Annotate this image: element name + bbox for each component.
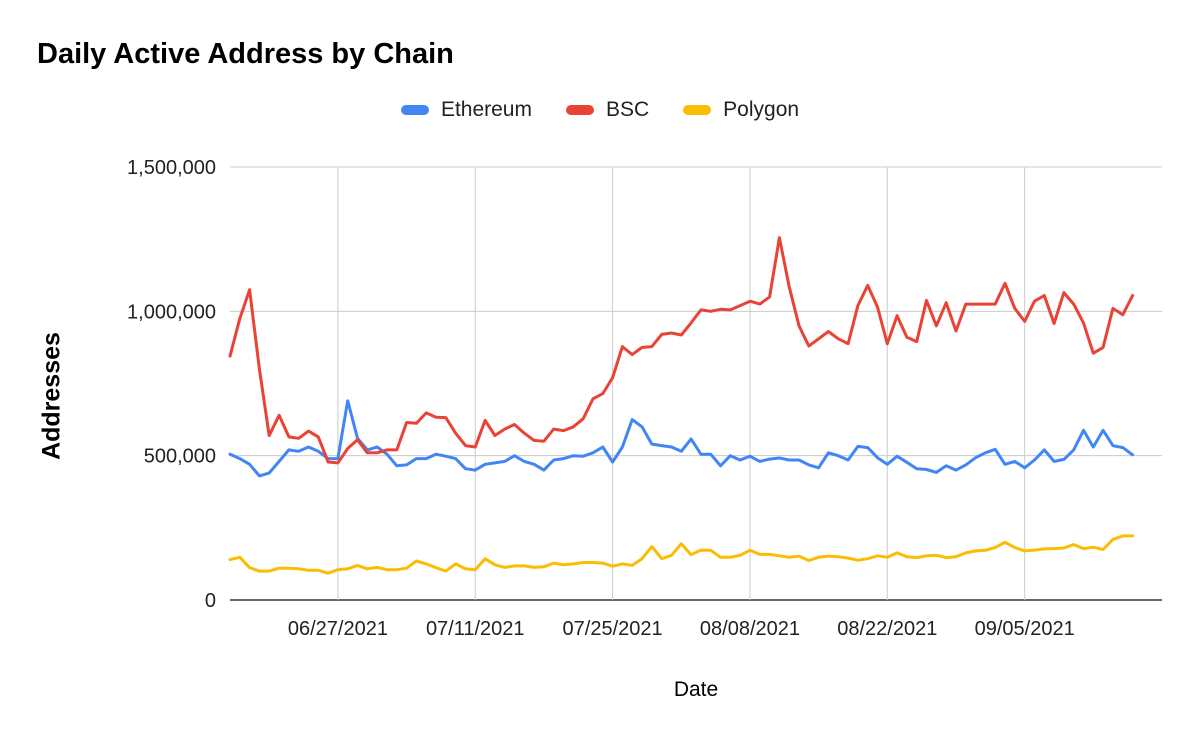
x-tick-label: 08/22/2021	[837, 618, 937, 640]
x-tick-label: 07/11/2021	[426, 618, 525, 640]
x-axis-label: Date	[673, 678, 719, 701]
x-tick-label: 07/25/2021	[563, 618, 663, 640]
series-line-ethereum[interactable]	[228, 399, 1135, 478]
x-tick-label: 06/27/2021	[288, 618, 388, 640]
x-axis-ticks: 06/27/2021 07/11/2021 07/25/2021 08/08/2021…	[288, 618, 1075, 640]
legend: Ethereum BSC Polygon	[0, 98, 1200, 122]
y-tick-label: 0	[205, 590, 216, 612]
legend-label-ethereum: Ethereum	[440, 98, 532, 121]
grid-lines	[230, 166, 1162, 601]
x-tick-label: 08/08/2021	[700, 618, 800, 640]
y-tick-label: 1,500,000	[127, 157, 216, 179]
chart-title: Daily Active Address by Chain	[37, 38, 454, 70]
series-lines	[228, 236, 1135, 575]
legend-item-bsc[interactable]: BSC	[565, 98, 650, 122]
y-tick-label: 1,000,000	[127, 301, 216, 323]
y-tick-label: 500,000	[144, 446, 216, 468]
legend-swatch-polygon	[683, 105, 712, 115]
legend-label-polygon: Polygon	[723, 98, 800, 121]
series-line-bsc[interactable]	[228, 236, 1135, 465]
series-line-polygon[interactable]	[228, 534, 1135, 575]
legend-label-bsc: BSC	[605, 98, 650, 121]
legend-item-ethereum[interactable]: Ethereum	[400, 98, 532, 122]
legend-swatch-bsc	[565, 105, 594, 115]
y-axis-ticks: 0 500,000 1,000,000 1,500,000	[127, 157, 216, 612]
legend-swatch-ethereum	[400, 105, 429, 115]
x-tick-label: 09/05/2021	[975, 618, 1075, 640]
legend-item-polygon[interactable]: Polygon	[683, 98, 799, 122]
